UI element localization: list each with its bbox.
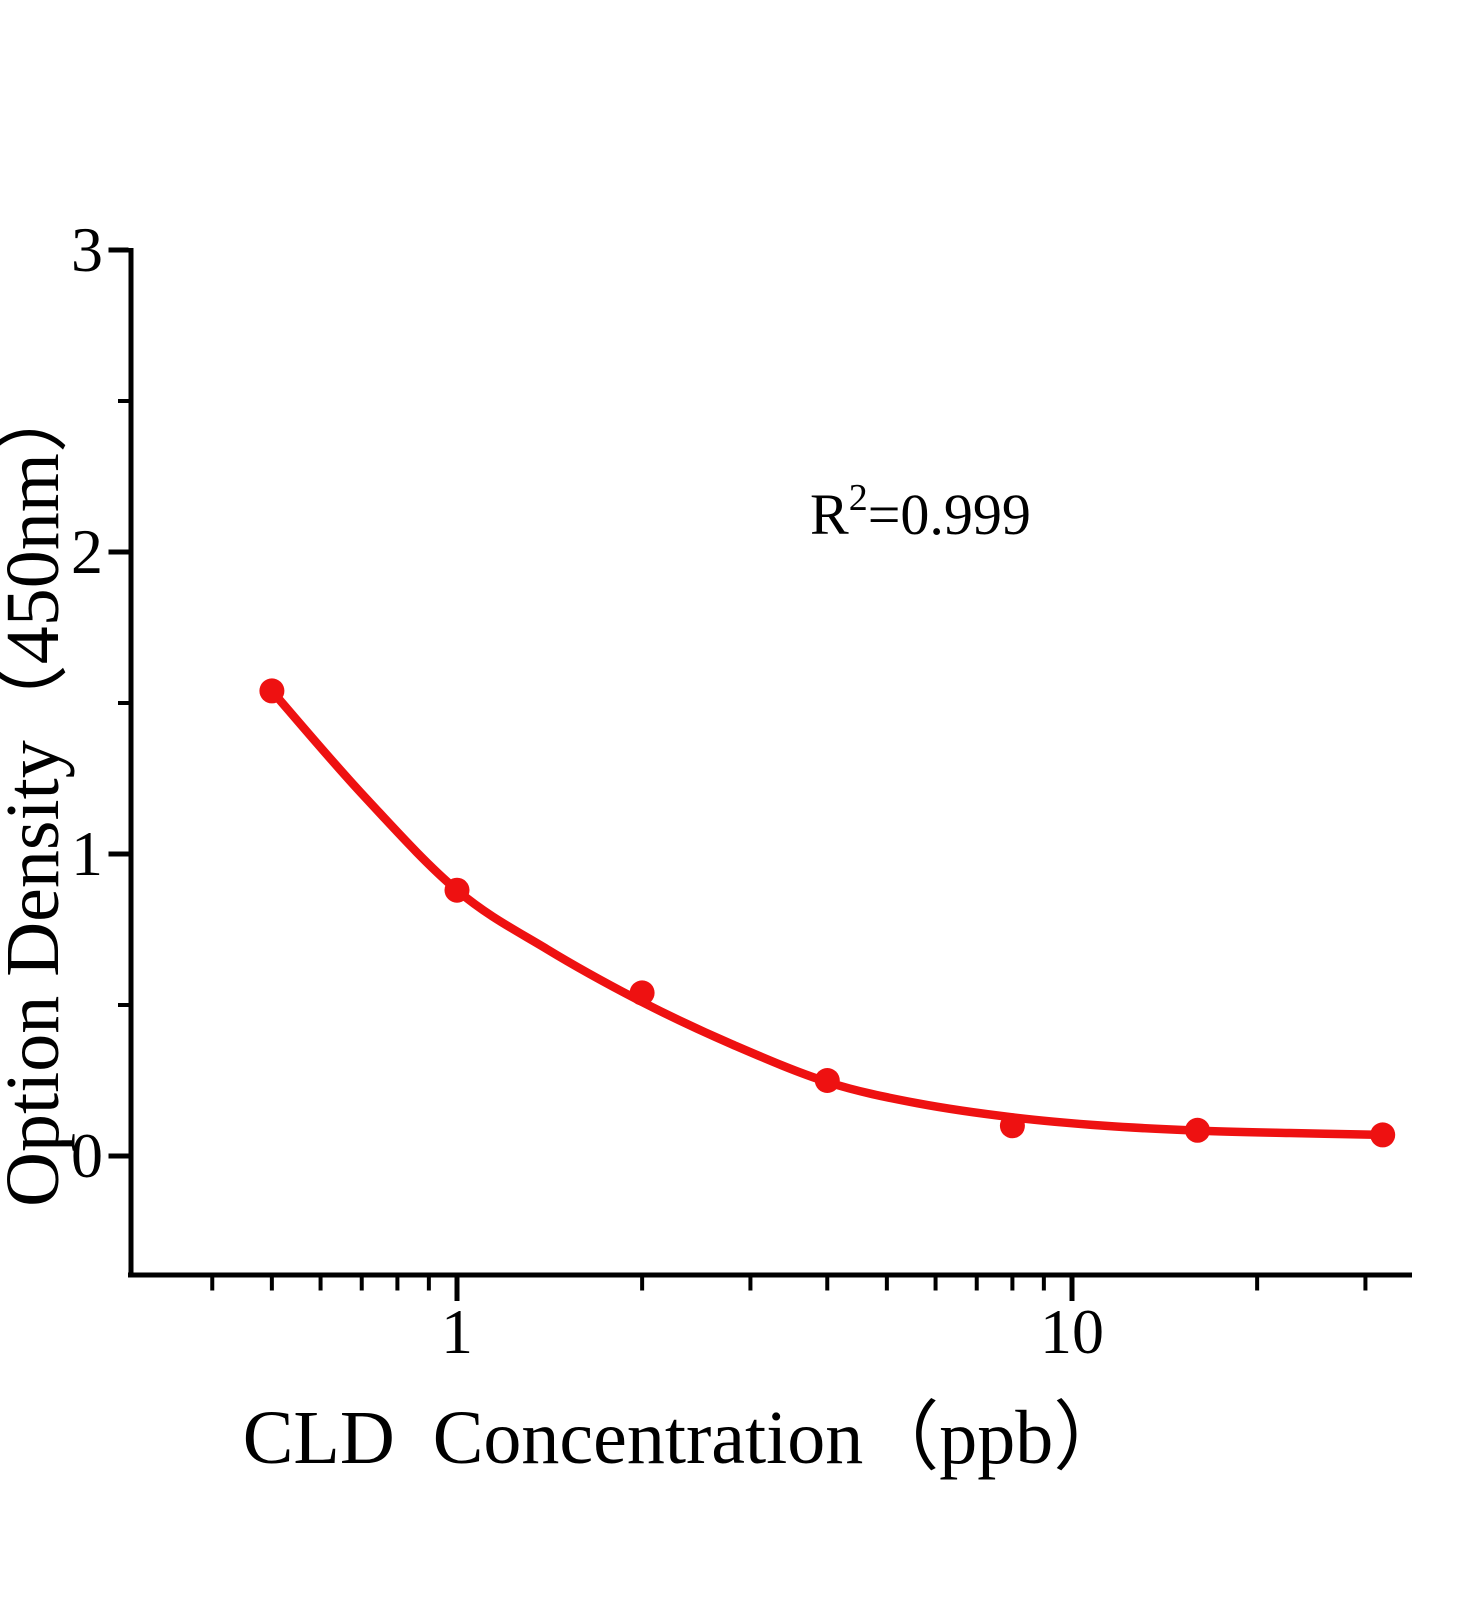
y-tick-label: 0	[71, 1120, 103, 1191]
x-tick-label: 10	[1040, 1296, 1104, 1367]
r-squared-base: R	[810, 482, 849, 547]
data-point	[259, 678, 285, 704]
y-tick-label: 1	[71, 818, 103, 889]
data-point	[1370, 1122, 1396, 1148]
data-point	[1185, 1117, 1210, 1143]
y-tick-label: 2	[71, 516, 103, 587]
r-squared-value: =0.999	[867, 482, 1031, 547]
r-squared-annotation: R2=0.999	[810, 479, 1031, 544]
y-tick-label: 3	[71, 214, 103, 285]
y-axis-title: Option Density（450nm）	[0, 377, 75, 1207]
r-squared-exponent: 2	[848, 477, 868, 520]
x-axis-title: CLD Concentration（ppb）	[242, 1396, 1130, 1480]
data-point	[814, 1068, 840, 1093]
data-point	[444, 877, 470, 903]
data-point	[999, 1113, 1025, 1139]
data-point	[629, 980, 655, 1006]
x-tick-label: 1	[441, 1296, 473, 1367]
